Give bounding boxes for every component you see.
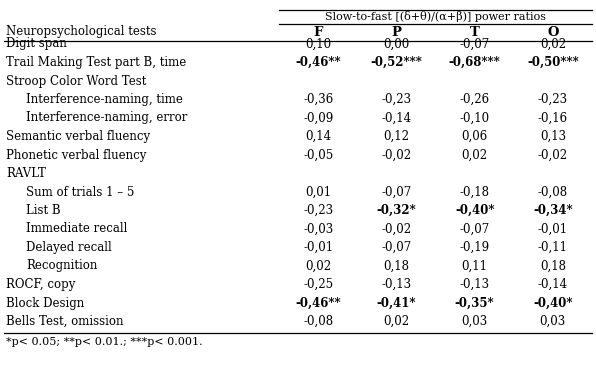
Text: -0,41*: -0,41* [377, 296, 416, 310]
Text: Sum of trials 1 – 5: Sum of trials 1 – 5 [26, 185, 134, 199]
Text: -0,08: -0,08 [538, 185, 568, 199]
Text: -0,46**: -0,46** [295, 56, 341, 69]
Text: -0,32*: -0,32* [377, 204, 416, 217]
Text: Trail Making Test part B, time: Trail Making Test part B, time [6, 56, 186, 69]
Text: 0,02: 0,02 [383, 315, 409, 328]
Text: -0,68***: -0,68*** [449, 56, 501, 69]
Text: 0,03: 0,03 [540, 315, 566, 328]
Text: Delayed recall: Delayed recall [26, 241, 112, 254]
Text: -0,50***: -0,50*** [527, 56, 579, 69]
Text: -0,02: -0,02 [381, 222, 411, 235]
Text: List B: List B [26, 204, 61, 217]
Text: Stroop Color Word Test: Stroop Color Word Test [6, 74, 147, 88]
Text: -0,40*: -0,40* [533, 296, 573, 310]
Text: P: P [392, 25, 401, 38]
Text: -0,18: -0,18 [460, 185, 490, 199]
Text: Block Design: Block Design [6, 296, 84, 310]
Text: 0,11: 0,11 [462, 260, 488, 273]
Text: -0,02: -0,02 [538, 149, 568, 162]
Text: -0,14: -0,14 [381, 111, 411, 124]
Text: Slow-to-fast [(δ+θ)/(α+β)] power ratios: Slow-to-fast [(δ+θ)/(α+β)] power ratios [325, 10, 546, 22]
Text: -0,07: -0,07 [381, 185, 411, 199]
Text: -0,23: -0,23 [538, 93, 568, 106]
Text: 0,02: 0,02 [540, 38, 566, 51]
Text: Interference-naming, error: Interference-naming, error [26, 111, 187, 124]
Text: 0,03: 0,03 [461, 315, 488, 328]
Text: Digit span: Digit span [6, 38, 67, 51]
Text: 0,18: 0,18 [383, 260, 409, 273]
Text: Phonetic verbal fluency: Phonetic verbal fluency [6, 149, 147, 162]
Text: Interference-naming, time: Interference-naming, time [26, 93, 183, 106]
Text: -0,13: -0,13 [381, 278, 411, 291]
Text: -0,46**: -0,46** [295, 296, 341, 310]
Text: -0,01: -0,01 [538, 222, 568, 235]
Text: -0,23: -0,23 [303, 204, 333, 217]
Text: 0,13: 0,13 [540, 130, 566, 143]
Text: Recognition: Recognition [26, 260, 97, 273]
Text: -0,09: -0,09 [303, 111, 333, 124]
Text: -0,08: -0,08 [303, 315, 333, 328]
Text: 0,12: 0,12 [383, 130, 409, 143]
Text: F: F [313, 25, 323, 38]
Text: -0,35*: -0,35* [455, 296, 495, 310]
Text: 0,00: 0,00 [383, 38, 409, 51]
Text: 0,06: 0,06 [461, 130, 488, 143]
Text: -0,07: -0,07 [460, 38, 490, 51]
Text: -0,05: -0,05 [303, 149, 333, 162]
Text: *p< 0.05; **p< 0.01.; ***p< 0.001.: *p< 0.05; **p< 0.01.; ***p< 0.001. [6, 337, 203, 347]
Text: T: T [470, 25, 480, 38]
Text: 0,02: 0,02 [305, 260, 331, 273]
Text: 0,01: 0,01 [305, 185, 331, 199]
Text: 0,10: 0,10 [305, 38, 331, 51]
Text: -0,36: -0,36 [303, 93, 333, 106]
Text: RAVLT: RAVLT [6, 167, 46, 180]
Text: 0,02: 0,02 [461, 149, 488, 162]
Text: -0,19: -0,19 [460, 241, 490, 254]
Text: -0,26: -0,26 [460, 93, 490, 106]
Text: -0,07: -0,07 [460, 222, 490, 235]
Text: -0,52***: -0,52*** [371, 56, 423, 69]
Text: -0,34*: -0,34* [533, 204, 573, 217]
Text: -0,16: -0,16 [538, 111, 568, 124]
Text: -0,11: -0,11 [538, 241, 568, 254]
Text: ROCF, copy: ROCF, copy [6, 278, 75, 291]
Text: -0,02: -0,02 [381, 149, 411, 162]
Text: 0,14: 0,14 [305, 130, 331, 143]
Text: Immediate recall: Immediate recall [26, 222, 128, 235]
Text: -0,07: -0,07 [381, 241, 411, 254]
Text: Semantic verbal fluency: Semantic verbal fluency [6, 130, 150, 143]
Text: -0,13: -0,13 [460, 278, 490, 291]
Text: -0,14: -0,14 [538, 278, 568, 291]
Text: -0,03: -0,03 [303, 222, 333, 235]
Text: -0,10: -0,10 [460, 111, 490, 124]
Text: 0,18: 0,18 [540, 260, 566, 273]
Text: -0,40*: -0,40* [455, 204, 494, 217]
Text: -0,25: -0,25 [303, 278, 333, 291]
Text: -0,01: -0,01 [303, 241, 333, 254]
Text: Bells Test, omission: Bells Test, omission [6, 315, 123, 328]
Text: Neuropsychological tests: Neuropsychological tests [6, 25, 157, 38]
Text: -0,23: -0,23 [381, 93, 411, 106]
Text: O: O [547, 25, 558, 38]
